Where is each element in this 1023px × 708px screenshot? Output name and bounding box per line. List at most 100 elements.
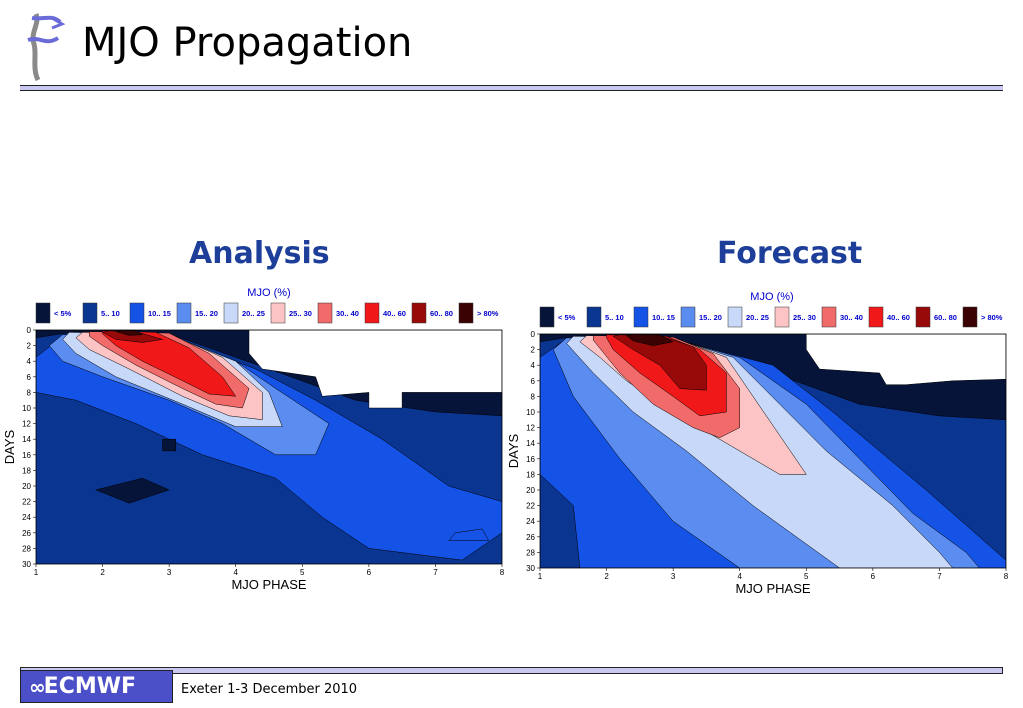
analysis-plot-area bbox=[36, 330, 502, 564]
y-tick-label: 28 bbox=[526, 548, 535, 557]
legend-swatch bbox=[539, 306, 555, 328]
legend-label: 10.. 15 bbox=[652, 313, 675, 322]
y-tick-label: 8 bbox=[27, 388, 32, 397]
legend-title: MJO (%) bbox=[750, 291, 793, 303]
legend-swatch bbox=[821, 306, 837, 328]
y-tick-label: 18 bbox=[22, 466, 31, 475]
y-tick-label: 28 bbox=[22, 544, 31, 553]
x-tick-label: 5 bbox=[300, 568, 305, 577]
legend-swatch bbox=[586, 306, 602, 328]
y-tick-label: 14 bbox=[526, 439, 535, 448]
y-tick-label: 26 bbox=[22, 529, 31, 538]
legend-label: 60.. 80 bbox=[430, 309, 453, 318]
y-tick-label: 16 bbox=[22, 451, 31, 460]
y-tick-label: 20 bbox=[526, 486, 535, 495]
legend-swatch bbox=[317, 302, 333, 324]
y-tick-label: 0 bbox=[531, 330, 536, 339]
x-tick-label: 7 bbox=[433, 568, 438, 577]
y-tick-label: 12 bbox=[526, 424, 535, 433]
x-axis-label: MJO PHASE bbox=[231, 577, 306, 592]
analysis-title: Analysis bbox=[189, 236, 330, 271]
contour-band bbox=[115, 330, 143, 336]
analysis-chart: MJO (%)< 5% 5.. 10 10.. 15 15.. 20 20.. 25 25… bbox=[2, 287, 505, 592]
x-tick-label: 6 bbox=[871, 572, 876, 581]
legend-swatch bbox=[458, 302, 474, 324]
legend-swatch bbox=[176, 302, 192, 324]
missing-data-region bbox=[806, 334, 1006, 385]
legend-swatch bbox=[774, 306, 790, 328]
x-tick-label: 2 bbox=[604, 572, 609, 581]
legend-title: MJO (%) bbox=[247, 287, 290, 299]
x-axis-label: MJO PHASE bbox=[735, 581, 810, 596]
y-tick-label: 6 bbox=[27, 373, 32, 382]
plot-frame bbox=[35, 329, 503, 565]
y-tick-label: 14 bbox=[22, 435, 31, 444]
contour-band bbox=[448, 528, 490, 541]
y-tick-label: 0 bbox=[27, 326, 32, 335]
y-tick-label: 10 bbox=[22, 404, 31, 413]
legend-label: 25.. 30 bbox=[793, 313, 816, 322]
y-tick-label: 2 bbox=[531, 346, 536, 355]
x-tick-label: 3 bbox=[167, 568, 172, 577]
forecast-chart: MJO (%)< 5% 5.. 10 10.. 15 15.. 20 20.. 25 25… bbox=[506, 291, 1009, 596]
legend-swatch bbox=[82, 302, 98, 324]
y-tick-label: 2 bbox=[27, 342, 32, 351]
legend-swatch bbox=[962, 306, 978, 328]
x-tick-label: 6 bbox=[367, 568, 372, 577]
legend-label: 25.. 30 bbox=[289, 309, 312, 318]
legend-swatch bbox=[35, 302, 51, 324]
legend-label: 30.. 40 bbox=[336, 309, 359, 318]
y-tick-label: 4 bbox=[27, 357, 32, 366]
legend-label: 5.. 10 bbox=[101, 309, 120, 318]
legend-swatch bbox=[411, 302, 427, 324]
missing-data-region bbox=[248, 330, 502, 409]
legend-swatch bbox=[270, 302, 286, 324]
y-tick-label: 26 bbox=[526, 533, 535, 542]
contour-band bbox=[95, 477, 170, 504]
ecmwf-footer-logo: ∞ ECMWF bbox=[20, 670, 173, 703]
y-tick-label: 12 bbox=[22, 420, 31, 429]
x-tick-label: 2 bbox=[100, 568, 105, 577]
analysis-legend: MJO (%) < 5% 5.. 10 10.. 15 15.. 20 20.. 25 25… bbox=[35, 287, 499, 324]
forecast-legend: MJO (%) < 5% 5.. 10 10.. 15 15.. 20 20.. 25 25… bbox=[539, 291, 1003, 328]
legend-label: > 80% bbox=[981, 313, 1003, 322]
contour-band bbox=[102, 330, 163, 343]
y-tick-label: 18 bbox=[526, 470, 535, 479]
x-tick-label: 4 bbox=[233, 568, 238, 577]
legend-label: 5.. 10 bbox=[605, 313, 624, 322]
title-divider bbox=[20, 85, 1003, 91]
x-tick-label: 5 bbox=[804, 572, 809, 581]
legend-label: < 5% bbox=[54, 309, 72, 318]
legend-label: 15.. 20 bbox=[699, 313, 722, 322]
x-tick-label: 7 bbox=[937, 572, 942, 581]
legend-label: < 5% bbox=[558, 313, 576, 322]
y-axis-label: DAYS bbox=[506, 433, 521, 468]
footer-logo-text: ECMWF bbox=[43, 674, 137, 699]
x-tick-label: 8 bbox=[1004, 572, 1009, 581]
y-tick-label: 30 bbox=[22, 560, 31, 569]
y-tick-label: 6 bbox=[531, 377, 536, 386]
contour-band bbox=[162, 438, 177, 452]
y-axis-label: DAYS bbox=[2, 429, 17, 464]
legend-swatch bbox=[364, 302, 380, 324]
legend-swatch bbox=[223, 302, 239, 324]
legend-label: 20.. 25 bbox=[242, 309, 265, 318]
page-title: MJO Propagation bbox=[82, 20, 413, 66]
y-tick-label: 24 bbox=[526, 517, 535, 526]
legend-label: 15.. 20 bbox=[195, 309, 218, 318]
plot-frame bbox=[539, 333, 1007, 569]
footer-event-text: Exeter 1-3 December 2010 bbox=[181, 682, 358, 697]
y-tick-label: 22 bbox=[526, 502, 535, 511]
legend-label: 20.. 25 bbox=[746, 313, 769, 322]
x-tick-label: 1 bbox=[538, 572, 543, 581]
y-tick-label: 24 bbox=[22, 513, 31, 522]
forecast-title: Forecast bbox=[717, 236, 863, 271]
y-tick-label: 22 bbox=[22, 498, 31, 507]
legend-label: > 80% bbox=[477, 309, 499, 318]
y-tick-label: 30 bbox=[526, 564, 535, 573]
legend-swatch bbox=[129, 302, 145, 324]
x-tick-label: 1 bbox=[34, 568, 39, 577]
ecmwf-mark-icon: ∞ bbox=[29, 674, 46, 699]
legend-label: 40.. 60 bbox=[383, 309, 406, 318]
